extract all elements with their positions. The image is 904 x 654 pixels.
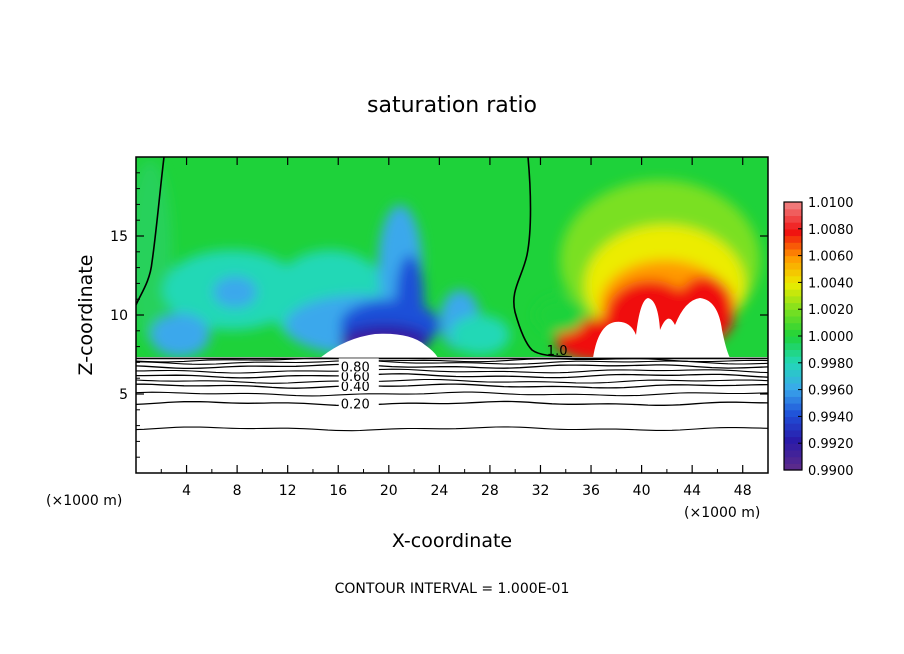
contour-label: 0.40 — [341, 380, 370, 395]
colorbar-tick-label: 0.9900 — [808, 464, 854, 479]
colorbar-band — [784, 202, 802, 210]
x-tick-label: 36 — [582, 483, 600, 499]
y-tick-label: 5 — [119, 387, 128, 403]
colorbar: 0.9900 0.9920 0.9940 0.9960 0.9980 1.0000 1.00… — [783, 196, 854, 479]
x-tick-label: 16 — [329, 483, 347, 499]
contour-label-bg — [338, 395, 379, 410]
contour-label: 0.60 — [341, 370, 370, 385]
x-axis: 4 8 12 16 20 24 28 32 36 40 44 48 — [160, 157, 752, 499]
min-value-region — [321, 333, 438, 357]
colorbar-band — [784, 443, 802, 451]
x-tick-label: 8 — [233, 483, 242, 499]
colorbar-band — [784, 429, 802, 438]
contour-line — [135, 378, 769, 384]
colorbar-band — [784, 235, 802, 243]
colorbar-band — [784, 376, 802, 384]
contour-line — [136, 368, 769, 374]
colorbar-band — [784, 356, 802, 364]
colorbar-band — [784, 208, 802, 216]
contour-lines: 0.20 0.400.600.80 1.0 — [135, 344, 769, 432]
colorbar-band — [784, 463, 802, 471]
colorbar-band — [784, 222, 802, 230]
colorbar-band — [784, 403, 802, 411]
contour-line — [135, 400, 769, 407]
colorbar-band — [784, 342, 802, 350]
contour-interval-label: CONTOUR INTERVAL = 1.000E-01 — [335, 581, 570, 597]
x-tick-label: 28 — [481, 483, 499, 499]
x-tick-label: 12 — [279, 483, 297, 499]
colorbar-tick-label: 1.0100 — [808, 196, 854, 211]
contour-label: 0.20 — [341, 397, 370, 412]
max-value-region — [593, 298, 730, 357]
colorbar-tick-label: 0.9980 — [808, 357, 854, 372]
contour-line-1.0-left — [136, 157, 165, 306]
y-tick-label: 10 — [110, 308, 128, 324]
contour-label: 0.80 — [341, 360, 370, 375]
colorbar-band — [784, 396, 802, 404]
contour-line — [135, 426, 769, 432]
colorbar-band — [784, 416, 802, 424]
colorbar-band — [784, 262, 802, 270]
x-tick-label: 40 — [633, 483, 651, 499]
colorbar-tick-label: 0.9960 — [808, 384, 854, 399]
contour-line — [135, 357, 769, 363]
y-axis: 5 10 15 — [110, 172, 768, 458]
x-tick-label: 4 — [182, 483, 191, 499]
colorbar-band — [784, 409, 802, 417]
contour-line — [135, 359, 769, 365]
colorbar-band — [784, 382, 802, 391]
contour-line — [135, 391, 769, 397]
x-tick-label: 32 — [532, 483, 550, 499]
contour-line — [136, 373, 769, 379]
colorbar-tick-label: 0.9920 — [808, 437, 854, 452]
x-axis-label: X-coordinate — [392, 530, 512, 552]
colorbar-band — [784, 269, 802, 277]
y-tick-label: 15 — [110, 229, 128, 245]
chart-title: saturation ratio — [367, 93, 537, 118]
contour-label: 1.0 — [547, 344, 568, 359]
colorbar-band — [784, 423, 802, 431]
colorbar-band — [784, 255, 802, 263]
x-tick-label: 48 — [734, 483, 752, 499]
colorbar-tick-label: 1.0020 — [808, 303, 854, 318]
y-axis-label: Z-coordinate — [75, 255, 97, 376]
x-unit-right: (×1000 m) — [684, 505, 760, 521]
contour-line — [135, 363, 769, 370]
colorbar-band — [784, 436, 802, 444]
colorbar-band — [784, 389, 802, 397]
colorbar-band — [784, 289, 802, 297]
x-tick-label: 44 — [683, 483, 701, 499]
colorbar-band — [784, 302, 802, 310]
x-unit-left: (×1000 m) — [46, 493, 122, 509]
colorbar-band — [784, 349, 802, 357]
x-tick-label: 24 — [430, 483, 448, 499]
colorbar-band — [784, 275, 802, 283]
colorbar-band — [784, 248, 802, 257]
colorbar-band — [784, 449, 802, 458]
colorbar-band — [784, 322, 802, 330]
colorbar-band — [784, 369, 802, 377]
colorbar-band — [784, 315, 802, 324]
colorbar-tick-label: 0.9940 — [808, 410, 854, 425]
colorbar-tick-label: 1.0080 — [808, 223, 854, 238]
colorbar-tick-label: 1.0000 — [808, 330, 854, 345]
contour-line — [136, 383, 769, 389]
contour-label-bg — [338, 358, 379, 373]
x-tick-label: 20 — [380, 483, 398, 499]
colorbar-band — [784, 336, 802, 344]
colorbar-band — [784, 329, 802, 337]
colorbar-band — [784, 456, 802, 464]
colorbar-band — [784, 295, 802, 304]
colorbar-band — [784, 215, 802, 223]
colorbar-tick-label: 1.0040 — [808, 276, 854, 291]
colorbar-band — [784, 309, 802, 317]
colorbar-tick-label: 1.0060 — [808, 250, 854, 265]
colorbar-band — [784, 362, 802, 371]
heatmap-field — [136, 157, 768, 357]
colorbar-band — [784, 282, 802, 290]
contour-line-1.0 — [513, 157, 573, 357]
colorbar-band — [784, 228, 802, 237]
colorbar-band — [784, 242, 802, 250]
